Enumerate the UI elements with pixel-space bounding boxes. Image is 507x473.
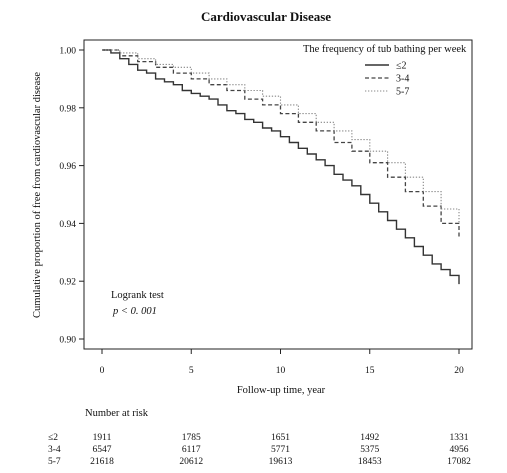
x-tick-label: 15 [365,366,375,376]
y-axis-title: Cumulative proportion of free from cardi… [32,72,43,318]
series-line-1 [102,49,460,238]
risk-cell: 5375 [360,445,379,455]
risk-cell: 19613 [269,457,293,467]
risk-cell: 6547 [93,445,112,455]
risk-cell: 1785 [182,433,201,443]
y-tick-label: 0.92 [59,278,76,288]
legend-label-2: 5-7 [396,87,409,98]
legend-title: The frequency of tub bathing per week [303,44,467,55]
axes: 0.90 0.92 0.94 0.96 0.98 1.00 0 5 10 15 20 [59,39,473,376]
risk-cell: 21618 [90,457,114,467]
risk-cell: 1911 [93,433,112,443]
risk-cell: 1492 [360,433,379,443]
risk-row-label: 3-4 [48,445,61,455]
plot-frame [83,39,473,350]
risk-row-label: ≤2 [48,433,58,443]
risk-cell: 5771 [271,445,290,455]
y-tick-label: 1.00 [59,47,76,57]
x-tick-label: 0 [100,366,105,376]
risk-cell: 1651 [271,433,290,443]
logrank-annotation: Logrank test p < 0. 001 [111,290,164,317]
risk-cell: 20612 [179,457,203,467]
risk-row-label: 5-7 [48,457,61,467]
risk-cell: 6117 [182,445,201,455]
risk-cell: 4956 [450,445,469,455]
y-tick-label: 0.98 [59,104,76,114]
risk-cell: 17082 [447,457,471,467]
y-tick-label: 0.90 [59,336,76,346]
chart-title: Cardiovascular Disease [201,9,331,24]
x-tick-label: 20 [454,366,464,376]
y-tick-label: 0.94 [59,220,76,230]
y-tick-label: 0.96 [59,162,76,172]
legend-label-1: 3-4 [396,74,409,85]
risk-table-title: Number at risk [85,408,149,419]
legend-label-0: ≤2 [396,61,407,72]
p-value-label: p < 0. 001 [112,306,157,317]
series-line-2 [102,49,460,224]
logrank-test-label: Logrank test [111,290,164,301]
x-axis-title: Follow-up time, year [237,385,326,396]
x-tick-label: 5 [189,366,194,376]
risk-cell: 1331 [450,433,469,443]
risk-table: Number at risk ≤2 1911 1785 1651 1492 1331 3-4… [48,408,471,467]
series-line-0 [102,49,460,285]
x-tick-label: 10 [276,366,286,376]
series-layer [102,49,460,285]
risk-cell: 18453 [358,457,382,467]
legend: The frequency of tub bathing per week ≤2… [303,44,467,98]
